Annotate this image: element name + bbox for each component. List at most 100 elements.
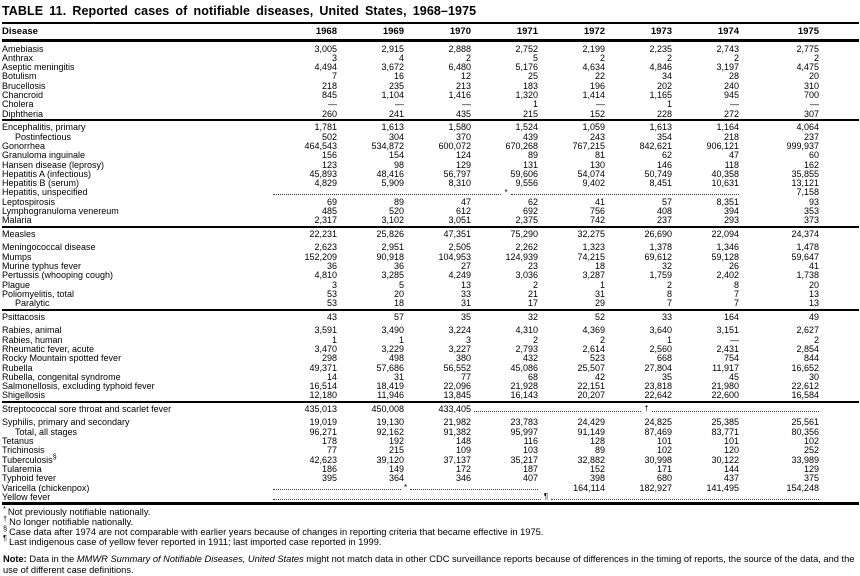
value-cell: 90,918 (376, 251, 404, 262)
value-cell: 17 (527, 298, 538, 309)
leader-footnote-marker: ¶ (543, 492, 549, 502)
value-cell: 25,507 (577, 362, 605, 373)
value-cell: 16,652 (791, 362, 819, 373)
value-cell: 293 (723, 215, 739, 226)
spacer-cell (819, 120, 859, 133)
value-cell: 9,402 (582, 178, 605, 189)
notifiable-diseases-table: Disease 1968 1969 1970 1971 1972 1973 1974 1975 … (2, 24, 859, 505)
value-cell: 124,939 (505, 251, 538, 262)
spacer-cell (819, 100, 859, 109)
footnote-symbol: * (3, 504, 6, 514)
dotted-leader-cell: * (270, 483, 538, 493)
value-cell: 24,429 (577, 417, 605, 428)
value-cell: 241 (388, 108, 404, 119)
leader-footnote-marker: † (644, 404, 649, 414)
value-cell: 346 (455, 473, 471, 484)
disease-name-cell: Diphtheria (2, 108, 44, 119)
value-cell: 35 (460, 312, 471, 323)
value-cell: 41 (594, 196, 605, 207)
value-cell: 40,358 (711, 168, 739, 179)
value-cell: 81 (594, 150, 605, 161)
value-cell: 18 (594, 261, 605, 272)
disease-name-cell: Pertussis (whooping cough) (2, 270, 114, 281)
table-row: Mumps 152,209 90,918 104,953 124,939 74,215 69… (2, 251, 859, 262)
value-cell: 2 (532, 279, 538, 290)
value-cell: 80,356 (791, 426, 819, 437)
value-cell: 68 (527, 371, 538, 382)
value-cell: 1,524 (515, 122, 538, 133)
value-cell: 131 (522, 159, 538, 170)
value-cell: 380 (455, 353, 471, 364)
value-cell: 18,419 (376, 381, 404, 392)
value-cell: 375 (803, 473, 819, 484)
table-row: Plague 3 5 13 2 1 2 8 20 (2, 279, 859, 290)
spacer-cell (819, 227, 859, 240)
table-row: Tuberculosis§ 42,623 39,120 37,137 35,217 32,… (2, 453, 859, 465)
table-row: Cholera — — — 1 — 1 — — (2, 99, 859, 110)
column-header-year: 1972 (583, 26, 605, 37)
value-cell: 310 (803, 80, 819, 91)
value-cell: 22,096 (443, 381, 471, 392)
value-cell: 101 (656, 436, 672, 447)
value-cell: 395 (321, 473, 337, 484)
value-cell: 1,323 (582, 242, 605, 253)
value-cell: 183 (522, 80, 538, 91)
value-cell: 235 (388, 80, 404, 91)
spacer-cell (819, 373, 859, 382)
value-cell: 30,122 (711, 454, 739, 465)
disease-name-cell: Rubella, congenital syndrome (2, 371, 121, 382)
value-cell: 32,882 (577, 454, 605, 465)
table-row: Gonorrhea 464,543 534,872 600,072 670,268 767… (2, 140, 859, 151)
value-cell: 36 (326, 261, 337, 272)
value-cell: 8 (733, 279, 739, 290)
value-cell: 2,235 (649, 43, 672, 54)
spacer-cell (819, 170, 859, 179)
disease-name-cell: Paralytic (15, 298, 50, 309)
value-cell: 37,137 (443, 454, 471, 465)
value-cell: 45 (728, 371, 739, 382)
value-cell: 2,627 (796, 325, 819, 336)
value-cell: 20,207 (577, 390, 605, 401)
disease-name-cell: Hepatitis, unspecified (2, 187, 88, 198)
table-row: Syphilis, primary and secondary 19,019 19,… (2, 414, 859, 428)
value-cell: 21,980 (711, 381, 739, 392)
value-cell: 187 (522, 463, 538, 474)
value-cell: 2 (813, 334, 819, 345)
table-row: Encephalitis, primary 1,781 1,613 1,580 1,52… (2, 120, 859, 133)
value-cell: 25,826 (376, 229, 404, 240)
value-cell: 2 (733, 52, 739, 63)
value-cell: 11,946 (377, 390, 404, 401)
value-cell: 398 (589, 473, 605, 484)
value-cell: 1,613 (649, 122, 672, 133)
table-row: Measles 22,231 25,826 47,351 75,290 32,275 26,… (2, 227, 859, 240)
spacer-cell (819, 465, 859, 474)
value-cell: — (328, 99, 337, 110)
spacer-cell (819, 428, 859, 437)
value-cell: 124 (455, 150, 471, 161)
value-cell: 1,378 (649, 242, 672, 253)
value-cell: 3,227 (448, 343, 471, 354)
value-cell: 754 (723, 353, 739, 364)
footnote-marker: § (52, 453, 57, 461)
value-cell: 2,623 (314, 242, 337, 253)
value-cell: 3,470 (314, 343, 337, 354)
value-cell: 3 (331, 279, 337, 290)
spacer-cell (819, 188, 859, 197)
footnote-line: * Not previously notifiable nationally. (3, 505, 859, 518)
value-cell: 22 (594, 71, 605, 82)
value-cell: 6,480 (448, 62, 471, 73)
spacer-cell (819, 161, 859, 170)
spacer-cell (819, 364, 859, 373)
value-cell: 7,158 (796, 187, 819, 198)
value-cell: 11,917 (712, 362, 739, 373)
value-cell: 20 (393, 288, 404, 299)
value-cell: 354 (656, 131, 672, 142)
value-cell: 600,072 (438, 140, 471, 151)
value-cell: 304 (388, 131, 404, 142)
value-cell: 35,217 (510, 454, 538, 465)
value-cell: 22,612 (791, 381, 819, 392)
value-cell: 1,613 (381, 122, 404, 133)
value-cell: 435 (455, 108, 471, 119)
disease-name-cell: Typhoid fever (2, 473, 57, 484)
value-cell: 3,102 (381, 215, 404, 226)
